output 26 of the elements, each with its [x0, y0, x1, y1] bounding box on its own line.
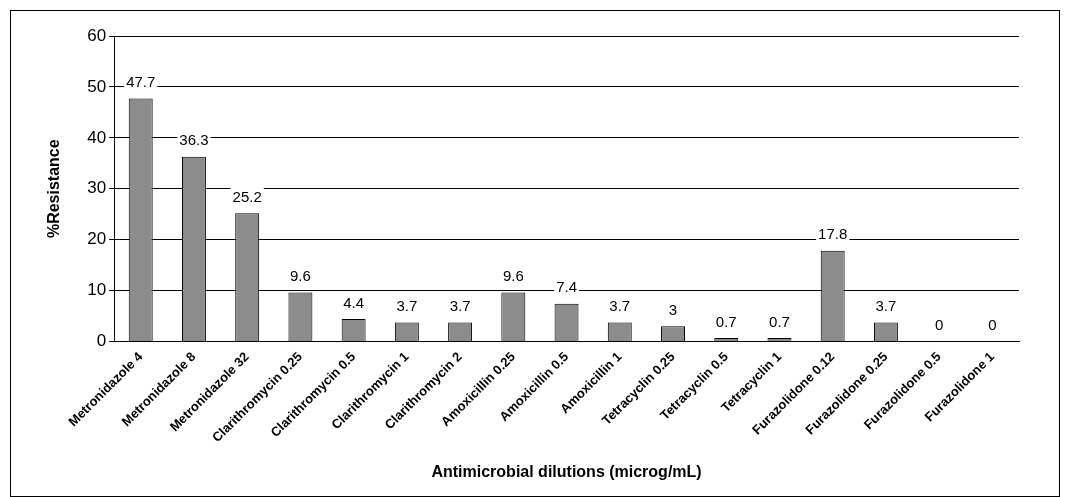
- data-label: 4.4: [343, 293, 365, 311]
- data-label: 36.3: [179, 131, 209, 149]
- x-axis-title: Antimicrobial dilutions (microg/mL): [431, 462, 702, 480]
- data-label: 25.2: [232, 187, 262, 205]
- data-label: 3.7: [396, 297, 418, 315]
- data-label: 3.7: [609, 297, 631, 315]
- y-axis-title: %Resistance: [45, 139, 63, 239]
- y-tick-label: 0: [96, 331, 107, 351]
- data-label: 0.7: [715, 312, 737, 330]
- y-tick-label: 50: [87, 76, 107, 96]
- data-label: 0.7: [769, 312, 790, 330]
- y-tick-label: 60: [87, 25, 107, 45]
- data-label: 0: [934, 316, 944, 334]
- y-tick-label: 30: [87, 178, 107, 198]
- data-label: 47.7: [126, 73, 156, 91]
- data-label: 3: [668, 300, 678, 318]
- y-tick-label: 20: [87, 229, 107, 249]
- data-label: 3.7: [875, 297, 897, 315]
- data-label: 3.7: [449, 297, 471, 315]
- y-tick-label: 40: [87, 127, 107, 147]
- data-label: 9.6: [502, 267, 524, 285]
- data-label: 9.6: [289, 267, 311, 285]
- data-label: 7.4: [556, 278, 577, 296]
- y-tick-label: 10: [87, 280, 107, 300]
- data-label: 0: [988, 316, 997, 334]
- data-label: 17.8: [818, 225, 848, 243]
